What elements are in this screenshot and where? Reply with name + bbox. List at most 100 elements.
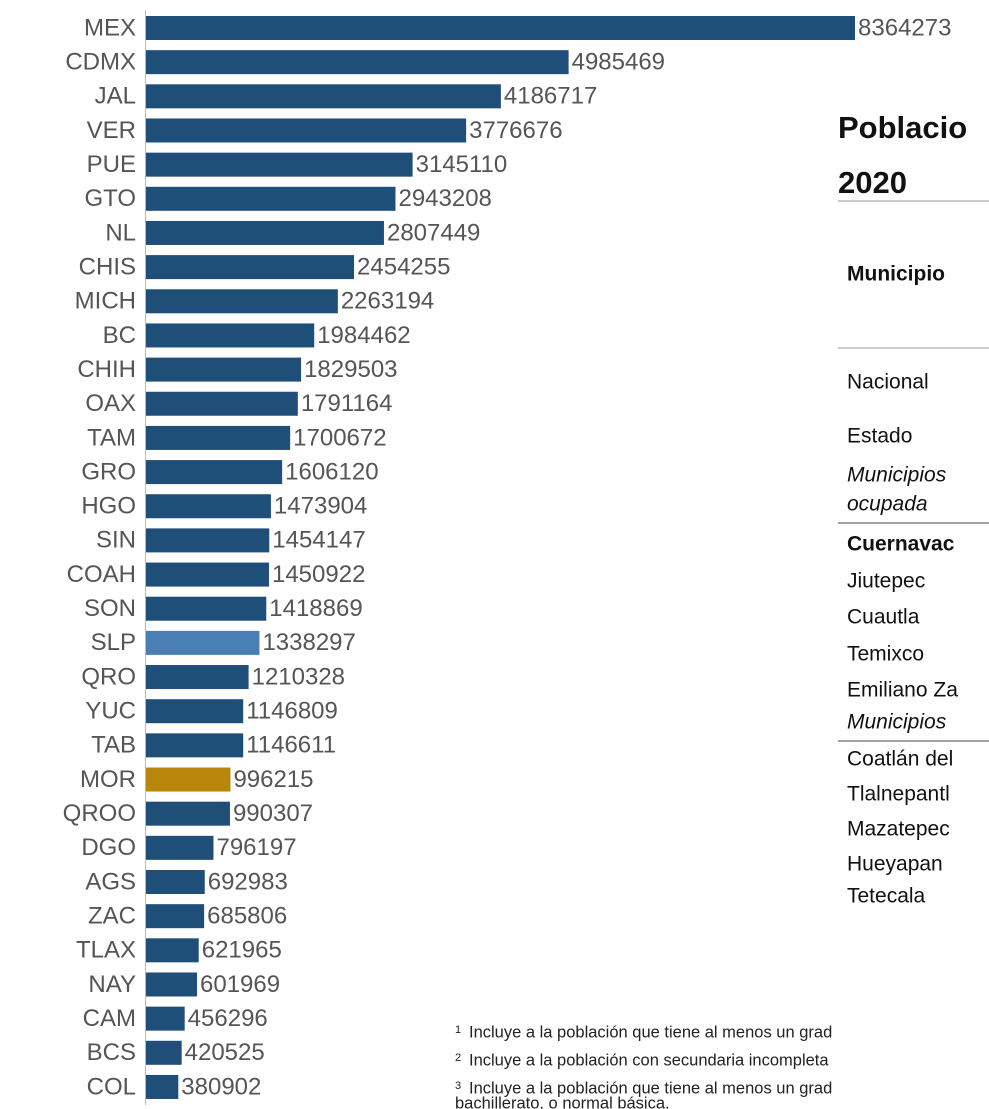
bar: [146, 220, 384, 245]
value-label: 1829503: [304, 356, 397, 383]
footnote: Incluye a la población con secundaria in…: [469, 1051, 829, 1069]
bar: [146, 50, 569, 75]
bar: [146, 767, 231, 792]
bar: [146, 528, 270, 553]
table-cell: Mazatepec: [847, 818, 950, 841]
bar: [146, 16, 855, 40]
category-label: CDMX: [65, 49, 136, 76]
value-label: 1450922: [272, 561, 365, 588]
footnote-mark: 3: [455, 1080, 461, 1092]
table-cell: Tlalnepantl: [847, 783, 950, 806]
value-label: 4186717: [504, 83, 597, 110]
bar: [146, 255, 355, 280]
category-label: CHIH: [77, 356, 136, 383]
category-label: MOR: [80, 766, 136, 793]
category-label: CAM: [83, 1005, 136, 1032]
category-label: COAH: [67, 561, 136, 588]
bar: [146, 835, 214, 860]
value-label: 796197: [216, 834, 296, 861]
footnote: bachillerato, o normal básica.: [455, 1094, 670, 1109]
table-cell: Hueyapan: [847, 853, 943, 876]
category-label: CHIS: [79, 253, 136, 280]
table-cell: Coatlán del: [847, 748, 953, 771]
value-label: 692983: [208, 868, 288, 895]
category-label: COL: [87, 1073, 136, 1100]
value-label: 621965: [202, 937, 282, 964]
category-label: SIN: [96, 527, 136, 554]
value-label: 996215: [233, 766, 313, 793]
value-label: 1210328: [252, 663, 345, 690]
value-label: 1606120: [285, 458, 378, 485]
bar: [146, 972, 198, 997]
bar: [146, 186, 396, 211]
category-label: ZAC: [88, 903, 136, 930]
value-label: 3145110: [416, 151, 508, 178]
bar: [146, 289, 338, 314]
value-label: 601969: [200, 971, 280, 998]
value-label: 1473904: [274, 493, 367, 520]
category-label: NAY: [88, 971, 136, 998]
category-label: SON: [84, 595, 136, 622]
table-cell: Temixco: [847, 643, 924, 666]
value-label: 2807449: [387, 219, 480, 246]
category-label: TAM: [87, 424, 136, 451]
category-label: PUE: [87, 151, 136, 178]
category-label: DGO: [81, 834, 136, 861]
bar: [146, 84, 501, 109]
footnote: Incluye a la población que tiene al meno…: [469, 1079, 832, 1097]
category-label: TAB: [91, 732, 136, 759]
table-title: 2020: [838, 165, 907, 200]
value-label: 2263194: [341, 288, 434, 315]
category-label: BCS: [87, 1039, 136, 1066]
category-label: NL: [105, 219, 136, 246]
category-label: VER: [87, 117, 136, 144]
category-label: MICH: [75, 288, 136, 315]
bar: [146, 665, 249, 690]
table-cell: Emiliano Za: [847, 679, 958, 702]
category-label: YUC: [85, 698, 136, 725]
bar: [146, 801, 230, 826]
value-label: 685806: [207, 903, 287, 930]
value-label: 1146809: [246, 698, 338, 725]
value-label: 1454147: [272, 527, 365, 554]
bar: [146, 1074, 179, 1099]
bar: [146, 323, 315, 348]
category-label: GTO: [84, 185, 136, 212]
bar: [146, 391, 298, 416]
value-label: 3776676: [469, 117, 562, 144]
value-label: 1338297: [262, 629, 355, 656]
bar: [146, 699, 244, 724]
table-cell: ocupada: [847, 493, 928, 516]
bar: [146, 904, 205, 929]
category-label: OAX: [85, 390, 136, 417]
category-label: TLAX: [76, 937, 136, 964]
bar: [146, 1040, 182, 1065]
footnote: Incluye a la población que tiene al meno…: [469, 1023, 832, 1041]
value-label: 8364273: [858, 14, 951, 41]
table-cell: Nacional: [847, 371, 929, 394]
bar: [146, 938, 199, 963]
category-label: QRO: [81, 663, 136, 690]
table-title: Poblacio: [838, 110, 967, 145]
value-label: 1700672: [293, 424, 386, 451]
category-label: SLP: [91, 629, 136, 656]
bar: [146, 630, 260, 655]
bar: [146, 494, 271, 519]
value-label: 4985469: [572, 49, 665, 76]
bar: [146, 425, 291, 450]
table-header: Municipio: [847, 263, 945, 286]
value-label: 380902: [181, 1073, 261, 1100]
category-label: MEX: [84, 14, 136, 41]
value-label: 1418869: [269, 595, 362, 622]
table-cell: Estado: [847, 425, 912, 448]
table-cell: Jiutepec: [847, 570, 925, 593]
table-cell: Municipios: [847, 711, 947, 734]
bar: [146, 460, 283, 485]
category-label: QROO: [63, 800, 136, 827]
bar: [146, 118, 467, 143]
category-label: JAL: [95, 83, 136, 110]
value-label: 2454255: [357, 253, 450, 280]
bar: [146, 357, 302, 382]
footnote-mark: 1: [455, 1024, 461, 1036]
